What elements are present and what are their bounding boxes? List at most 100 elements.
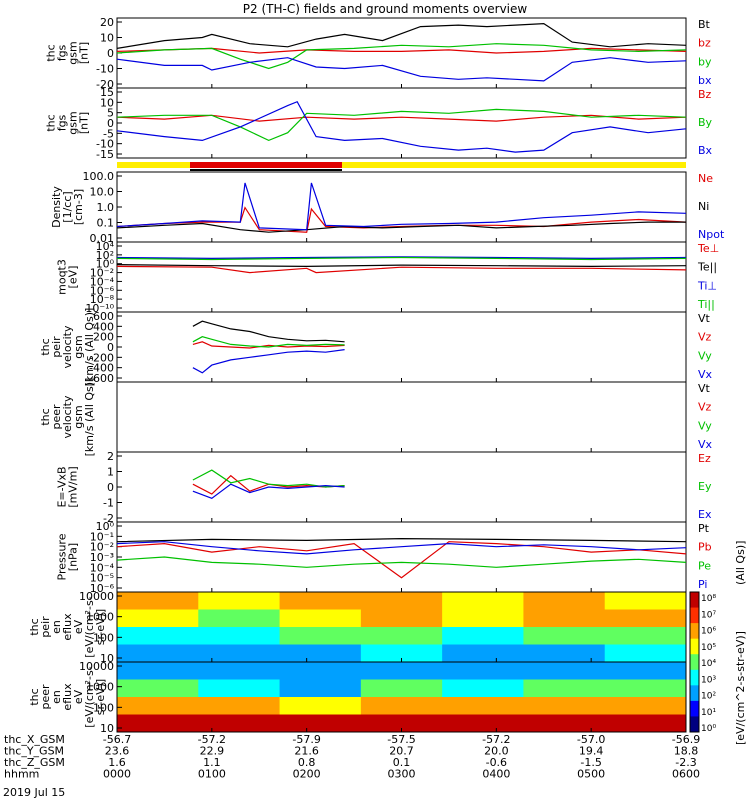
time-axis-value: 0200 — [293, 768, 321, 781]
heatmap-cell — [117, 627, 199, 645]
y-axis-label: [nPa] — [67, 543, 80, 571]
legend-entry: By — [698, 116, 713, 129]
y-axis-label: thc — [39, 338, 52, 355]
y-axis-label: sr-eV)] — [94, 609, 107, 645]
heatmap-cell — [360, 592, 443, 610]
y-tick-label: 10 — [100, 722, 114, 735]
y-axis-label: peer — [50, 404, 63, 430]
legend-entry: Vt — [698, 382, 711, 395]
series-line-vt — [192, 320, 345, 343]
legend-entry: Ex — [698, 508, 712, 521]
y-tick-label: 10 — [100, 32, 114, 45]
legend-entry: Vz — [698, 331, 712, 344]
time-axis-row-label: thc_Z_GSM — [4, 756, 65, 769]
legend-entry: Ez — [698, 452, 711, 465]
heatmap-cell — [604, 592, 687, 610]
time-axis-value: -57.9 — [292, 733, 320, 746]
y-tick-label: -1 — [103, 497, 114, 510]
y-axis-label: Pressure — [56, 533, 69, 580]
legend-entry: Bz — [698, 88, 712, 101]
y-tick-label: 10.0 — [90, 186, 115, 199]
time-axis-row-label: thc_X_GSM — [4, 733, 65, 746]
y-tick-label: 15 — [100, 86, 114, 99]
legend-entry: Vx — [698, 438, 713, 451]
time-axis-value: -56.7 — [103, 733, 131, 746]
y-axis-label: en — [50, 690, 63, 704]
y-tick-label: 10⁴ — [96, 240, 115, 253]
legend-entry: Ti|| — [697, 298, 715, 311]
y-axis-label: Density — [50, 186, 63, 228]
y-tick-label: 10000 — [79, 590, 114, 603]
y-axis-label: gsm — [67, 111, 80, 134]
y-axis-label: thc — [45, 114, 58, 131]
y-axis-label: thc — [45, 44, 58, 61]
y-tick-label: 1000 — [86, 681, 114, 694]
time-axis-value: 20.7 — [389, 745, 414, 758]
time-axis-value: 18.8 — [674, 745, 699, 758]
y-tick-label: 10⁰ — [96, 520, 115, 533]
y-axis-label: velocity — [61, 325, 74, 368]
colorbar-tick-label: 10⁶ — [701, 627, 716, 637]
mode-bar-fast-survey — [190, 162, 342, 168]
heatmap-cell — [442, 644, 524, 663]
y-axis-label: [cm-3] — [72, 189, 85, 225]
y-tick-label: 2 — [107, 450, 114, 463]
y-axis-label: E=-VxB — [56, 466, 69, 507]
time-axis-value: -56.9 — [672, 733, 700, 746]
y-tick-label: 0 — [107, 481, 114, 494]
y-tick-label: 100 — [93, 631, 114, 644]
y-tick-label: -10 — [96, 138, 114, 151]
legend-entry: Bx — [698, 144, 713, 157]
series-line-bz — [116, 114, 687, 122]
y-axis-label: thc — [28, 618, 41, 635]
time-axis-value: -0.6 — [486, 756, 507, 769]
time-axis-value: 1.6 — [108, 756, 126, 769]
y-axis-label: [1/cc] — [61, 191, 74, 222]
y-tick-label: 400 — [93, 320, 114, 333]
heatmap-cell — [117, 592, 199, 610]
heatmap-cell — [523, 679, 606, 698]
heatmap-cell — [279, 627, 362, 645]
mode-bar-burst — [190, 169, 342, 171]
series-line-bt — [116, 22, 687, 49]
heatmap-cell — [198, 609, 281, 628]
panel-frame — [116, 381, 687, 453]
series-line-ne — [116, 206, 687, 233]
y-axis-label: [nT] — [78, 42, 91, 64]
y-axis-label: [eV/(cm²-s- — [83, 666, 96, 727]
heatmap-cell — [360, 714, 443, 733]
heatmap-cell — [523, 662, 606, 680]
mode-status-bars — [117, 162, 686, 171]
colorbar-tick-label: 10³ — [701, 675, 716, 685]
y-axis-label: gsm — [72, 335, 85, 358]
time-axis-value: 23.6 — [105, 745, 130, 758]
heatmap-cell — [198, 644, 281, 663]
y-tick-label: 10⁻³ — [90, 551, 114, 564]
series-line-pb — [116, 541, 687, 579]
y-tick-label: 200 — [93, 331, 114, 344]
heatmap-cell — [198, 627, 281, 645]
heatmap-cell — [198, 697, 281, 715]
heatmap-cell — [442, 627, 524, 645]
heatmap-cell — [198, 679, 281, 698]
series-line-bx — [116, 57, 687, 82]
colorbar-swatch — [690, 654, 699, 671]
colorbar-swatch — [690, 607, 699, 624]
colorbar-swatch — [690, 638, 699, 655]
heatmap-cell — [360, 609, 443, 628]
heatmap-cell — [604, 697, 687, 715]
y-tick-label: 0 — [107, 47, 114, 60]
y-tick-label: 600 — [93, 310, 114, 323]
heatmap-cell — [604, 679, 687, 698]
y-tick-label: 1.0 — [97, 201, 115, 214]
y-tick-label: 100.0 — [83, 170, 115, 183]
heatmap-cell — [360, 627, 443, 645]
heatmap-cell — [442, 679, 524, 698]
series-line-vy — [192, 336, 345, 348]
heatmap-cell — [117, 679, 199, 698]
y-tick-label: 10⁻⁴ — [90, 275, 115, 288]
heatmap-cell — [360, 697, 443, 715]
